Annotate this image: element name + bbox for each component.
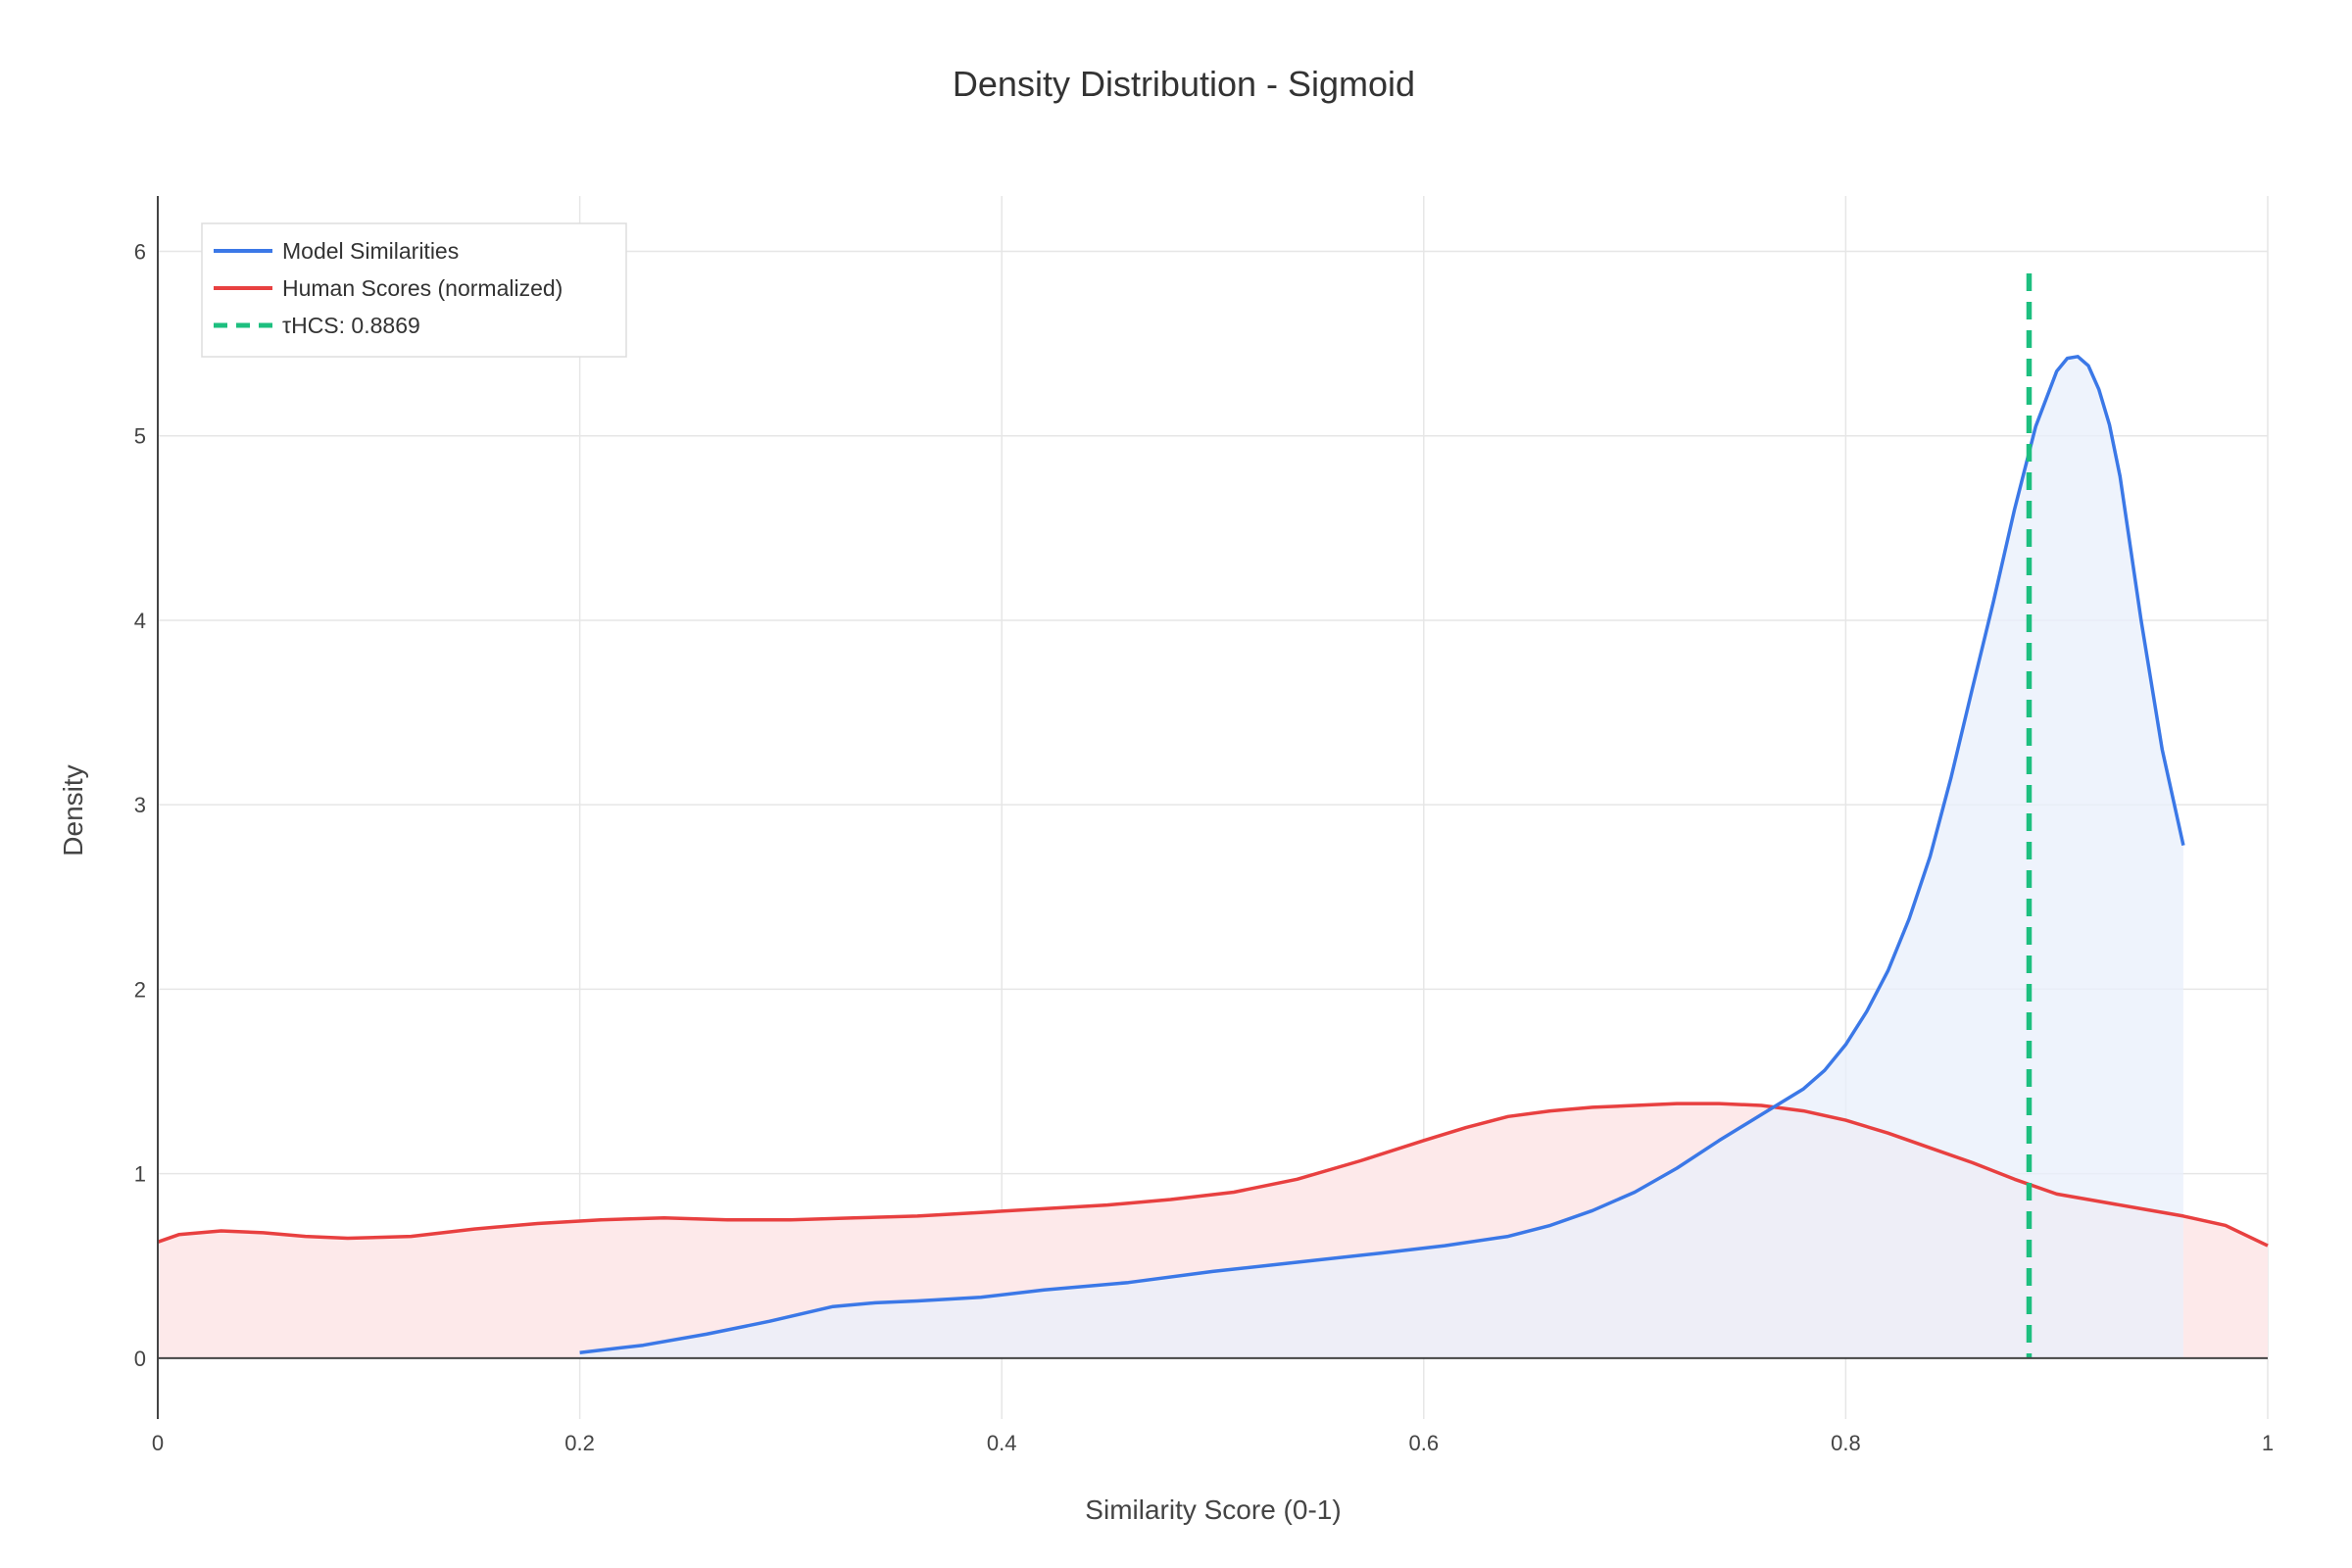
y-tick-label: 5: [134, 424, 146, 449]
y-axis-title: Density: [58, 764, 88, 856]
series-line-1: [157, 1102, 2269, 1248]
legend: Model Similarities Human Scores (normali…: [201, 222, 627, 358]
y-tick-label: 0: [134, 1347, 146, 1371]
y-tick-label: 3: [134, 793, 146, 817]
x-axis-title: Similarity Score (0-1): [1085, 1494, 1341, 1525]
x-tick-label: 0.4: [987, 1431, 1017, 1455]
x-tick-label: 1: [2262, 1431, 2274, 1455]
legend-label-model: Model Similarities: [282, 238, 459, 264]
series-line-0: [579, 355, 2185, 1354]
axes: [157, 196, 2268, 1419]
y-tick-label: 1: [134, 1162, 146, 1187]
series-lines: [157, 273, 2269, 1358]
legend-label-threshold: τHCS: 0.8869: [282, 313, 420, 338]
chart-title: Density Distribution - Sigmoid: [953, 64, 1415, 104]
x-tick-label: 0.2: [564, 1431, 595, 1455]
series-areas: [158, 356, 2268, 1358]
x-tick-label: 0.8: [1831, 1431, 1861, 1455]
y-tick-label: 2: [134, 977, 146, 1002]
x-tick-label: 0: [152, 1431, 164, 1455]
legend-box: [201, 222, 627, 358]
tick-labels: 0 0.2 0.4 0.6 0.8 1 0 1 2 3 4 5 6: [134, 239, 2274, 1455]
legend-label-human: Human Scores (normalized): [282, 275, 563, 301]
y-tick-label: 6: [134, 239, 146, 264]
y-tick-label: 4: [134, 609, 146, 633]
x-tick-label: 0.6: [1409, 1431, 1440, 1455]
